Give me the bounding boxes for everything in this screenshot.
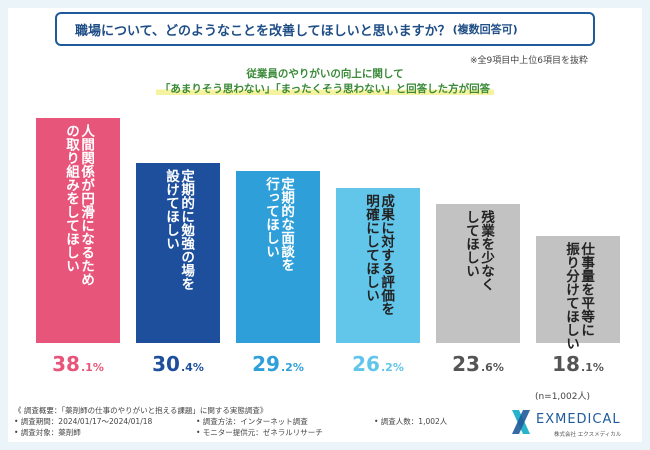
value-label-4: 26.2% (352, 352, 404, 376)
x-logo-icon (512, 410, 530, 434)
subtitle-line-2: 「あまりそう思わない」「まったくそう思わない」と回答した方が回答 (155, 83, 495, 95)
value-label-3: 29.2% (252, 352, 304, 376)
value-label-6: 18.1% (552, 352, 604, 376)
note-text: ※全9項目中上位6項目を抜粋 (470, 56, 588, 66)
bar-label-5: 残業を少なく してほしい (463, 209, 495, 291)
bar-5: 残業を少なく してほしい (436, 203, 520, 343)
subtitle-line-1: 従業員のやりがいの向上に関して (246, 68, 404, 80)
sample-size-label: (n=1,002人) (534, 392, 590, 402)
bar-4: 成果に対する評価を 明確にしてほしい (336, 188, 420, 343)
subtitle-line-2-wrap: 「あまりそう思わない」「まったくそう思わない」と回答した方が回答 (0, 81, 650, 96)
question-qualifier: (複数回答可) (452, 23, 518, 36)
bar-label-1: 人間関係が円滑になるため の取り組みをしてほしい (63, 124, 95, 286)
survey-monitor: • モニター提供元：ゼネラルリサーチ (196, 428, 323, 437)
bar-6: 仕事量を平等に 振り分けてほしい (536, 236, 620, 350)
bar-2: 定期的に勉強の場を 設けてほしい (136, 163, 220, 343)
logo-subtitle: 株式会社 エクスメディカル (554, 432, 622, 438)
question-title-box: 職場について、どのようなことを改善してほしいと思いますか？ (複数回答可) (55, 12, 595, 46)
bar-label-2: 定期的に勉強の場を 設けてほしい (163, 169, 195, 291)
value-label-2: 30.4% (152, 352, 204, 376)
survey-method: • 調査方法：インターネット調査 (196, 417, 308, 426)
survey-title: 《 調査概要：「薬剤師の仕事のやりがいと抱える課題」に関する実態調査》 (14, 406, 268, 415)
bar-label-6: 仕事量を平等に 振り分けてほしい (563, 242, 595, 351)
survey-period: • 調査期間：2024/01/17～2024/01/18 (14, 417, 153, 426)
bar-1: 人間関係が円滑になるため の取り組みをしてほしい (36, 118, 120, 343)
logo-name: EXMEDICAL (536, 412, 621, 427)
value-label-5: 23.6% (452, 352, 504, 376)
value-label-1: 38.1% (52, 352, 104, 376)
company-logo: EXMEDICAL 株式会社 エクスメディカル (510, 408, 640, 442)
bar-label-4: 成果に対する評価を 明確にしてほしい (363, 194, 395, 316)
survey-target: • 調査対象：薬剤師 (14, 428, 81, 437)
bar-label-3: 定期的な面談を 行ってほしい (263, 176, 295, 272)
bar-3: 定期的な面談を 行ってほしい (236, 170, 320, 343)
question-title: 職場について、どのようなことを改善してほしいと思いますか？ (75, 23, 451, 39)
survey-count: • 調査人数：1,002人 (374, 417, 448, 426)
survey-footer: 《 調査概要：「薬剤師の仕事のやりがいと抱える課題」に関する実態調査》 • 調査… (14, 405, 447, 438)
